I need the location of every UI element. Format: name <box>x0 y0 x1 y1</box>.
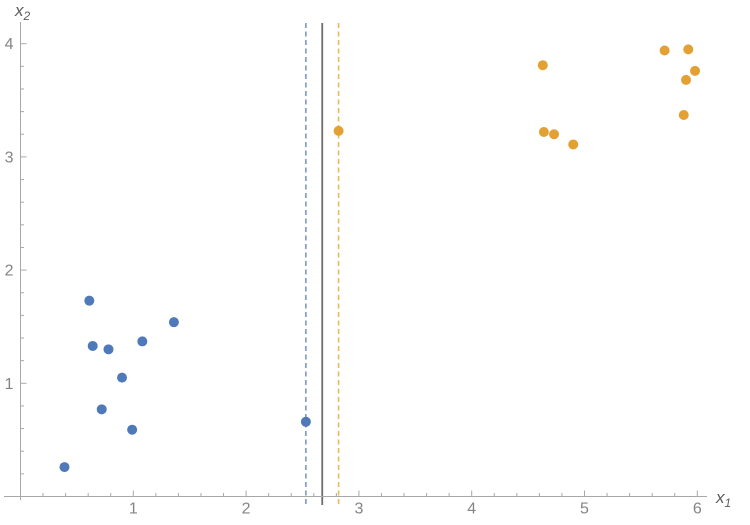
data-point-orange-class <box>549 129 560 140</box>
data-points-layer <box>59 44 701 473</box>
y-tick-label: 1 <box>5 376 14 393</box>
data-point-orange-class <box>690 65 701 76</box>
data-point-orange-class <box>681 74 692 85</box>
data-point-orange-class <box>678 110 689 121</box>
data-point-orange-class <box>568 139 579 150</box>
x-tick-label: 3 <box>354 501 363 518</box>
y-tick-label: 2 <box>5 263 14 280</box>
y-tick-label: 3 <box>5 149 14 166</box>
axes-layer: 1 2 3 4 5 6 1 2 3 4 <box>4 22 707 518</box>
y-axis-label: x2 <box>14 1 31 23</box>
x-tick-label: 6 <box>693 501 702 518</box>
data-point-blue-class <box>87 340 98 351</box>
data-point-blue-class <box>168 317 179 328</box>
boundary-lines-layer <box>305 23 340 505</box>
data-point-orange-class <box>659 45 670 56</box>
data-point-blue-class <box>59 462 70 473</box>
data-point-blue-class <box>96 404 107 415</box>
data-point-blue-class <box>300 416 311 427</box>
data-point-orange-class <box>538 126 549 137</box>
data-point-orange-class <box>683 44 694 55</box>
data-point-blue-class <box>137 336 148 347</box>
x-tick-label: 2 <box>242 501 251 518</box>
data-point-blue-class <box>103 344 114 355</box>
x-tick-label: 5 <box>580 501 589 518</box>
y-tick-label: 4 <box>5 36 14 53</box>
x-tick-label: 1 <box>129 501 138 518</box>
x-tick-label: 4 <box>467 501 476 518</box>
data-point-blue-class <box>84 295 95 306</box>
data-point-orange-class <box>537 60 548 71</box>
data-point-blue-class <box>127 424 138 435</box>
data-point-orange-class <box>333 125 344 136</box>
x-axis-label: x1 <box>715 488 731 510</box>
data-point-blue-class <box>117 372 128 383</box>
